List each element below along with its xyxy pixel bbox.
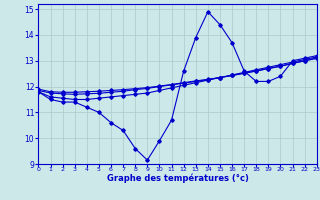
X-axis label: Graphe des températures (°c): Graphe des températures (°c) xyxy=(107,174,249,183)
